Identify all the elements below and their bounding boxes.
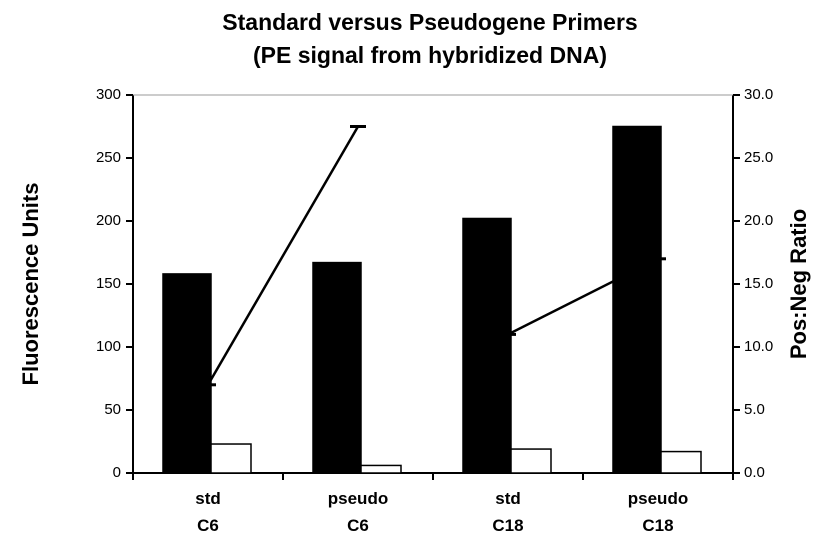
- bar: [660, 450, 702, 474]
- y-axis-title: Fluorescence Units: [18, 183, 43, 386]
- bar: [210, 443, 252, 474]
- x-tick-label: pseudo C18: [628, 489, 688, 535]
- bar: [312, 261, 362, 474]
- line: [507, 257, 659, 336]
- y2-axis-title: Pos:Neg Ratio: [786, 209, 811, 359]
- y-tick-label: 0: [113, 464, 121, 481]
- bar: [462, 217, 512, 474]
- chart-title: Standard versus Pseudogene Primers: [222, 9, 637, 35]
- bar: [162, 273, 212, 474]
- bar: [510, 448, 552, 474]
- bar: [612, 125, 662, 474]
- y-tick-label: 100: [96, 338, 121, 355]
- x-tick-label: pseudo C6: [328, 489, 388, 535]
- y-tick-label: 250: [96, 149, 121, 166]
- y2-tick-label: 15.0: [744, 275, 773, 292]
- x-tick-label: std C18: [492, 489, 523, 535]
- y2-tick-label: 5.0: [744, 401, 765, 418]
- chart-subtitle: (PE signal from hybridized DNA): [253, 42, 607, 68]
- bar: [360, 464, 402, 474]
- y-tick-label: 200: [96, 212, 121, 229]
- y-tick-label: 300: [96, 86, 121, 103]
- y2-tick-label: 25.0: [744, 149, 773, 166]
- y-tick-label: 50: [104, 401, 121, 418]
- y2-tick-label: 10.0: [744, 338, 773, 355]
- y2-tick-label: 30.0: [744, 86, 773, 103]
- y2-tick-label: 0.0: [744, 464, 765, 481]
- y-tick-label: 150: [96, 275, 121, 292]
- y2-tick-label: 20.0: [744, 212, 773, 229]
- line: [206, 125, 360, 386]
- x-tick-label: std C6: [195, 489, 221, 535]
